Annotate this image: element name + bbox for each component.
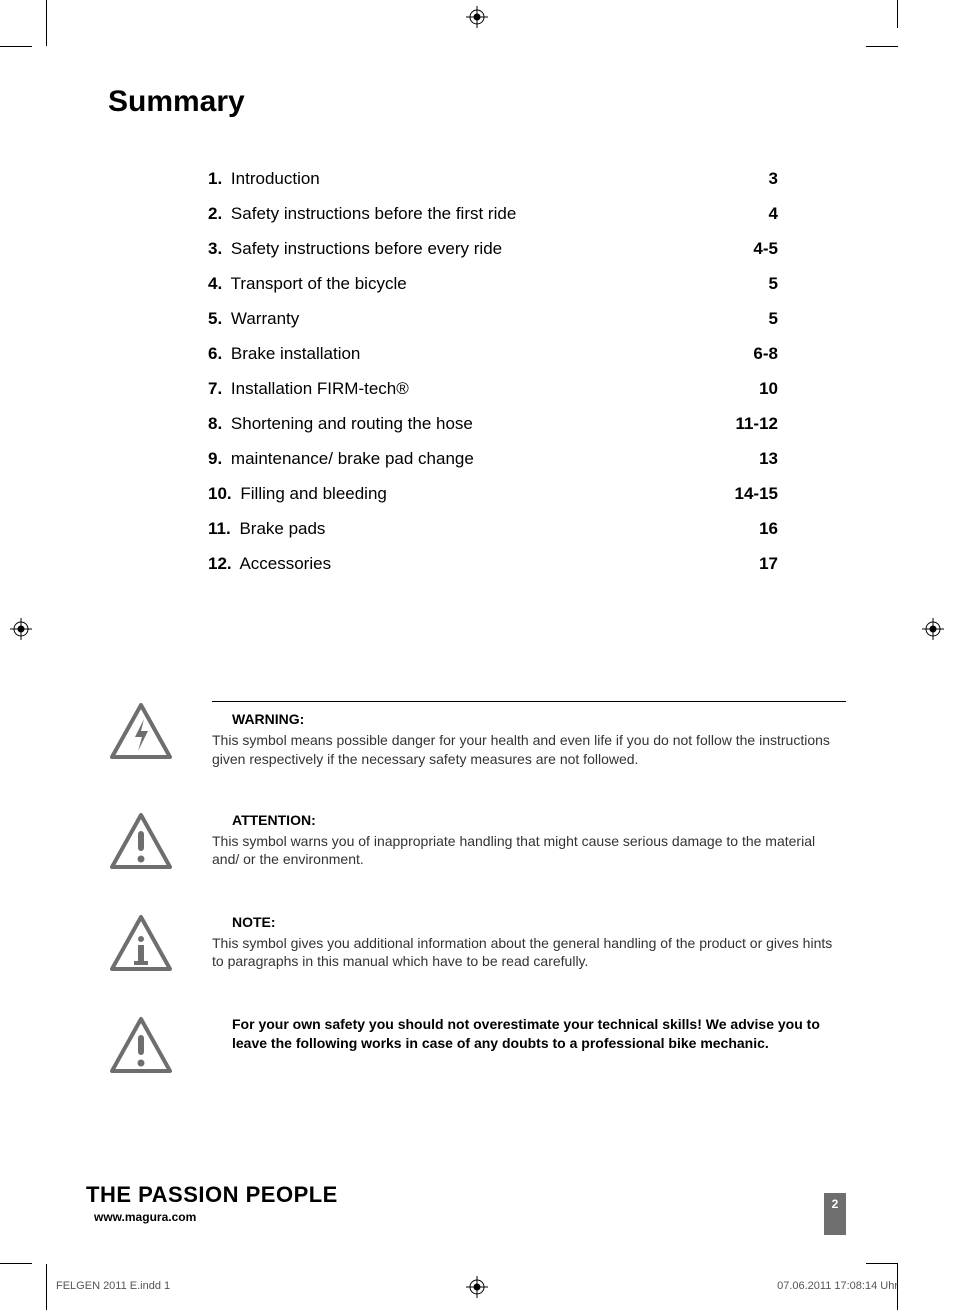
toc-number: 1. (208, 169, 222, 188)
toc-label: Safety instructions before the first rid… (231, 204, 516, 223)
toc-label: Installation FIRM-tech® (231, 379, 409, 398)
toc-number: 6. (208, 344, 222, 363)
toc-row: 7. Installation FIRM-tech® 10 (208, 371, 778, 406)
toc-number: 7. (208, 379, 222, 398)
attention-exclamation-icon (108, 811, 174, 871)
toc-label: Brake installation (231, 344, 360, 363)
toc-row: 10. Filling and bleeding 14-15 (208, 476, 778, 511)
page-number-value: 2 (832, 1197, 839, 1211)
toc-page: 5 (769, 275, 778, 292)
legend-advice: For your own safety you should not overe… (232, 1015, 846, 1053)
toc-page: 4-5 (753, 240, 778, 257)
crop-mark (0, 46, 32, 47)
toc-row: 11. Brake pads 16 (208, 511, 778, 546)
legend-row-attention: ATTENTION: This symbol warns you of inap… (108, 811, 846, 871)
toc-row: 9. maintenance/ brake pad change 13 (208, 441, 778, 476)
legend-body: This symbol means possible danger for yo… (212, 731, 846, 769)
legend-heading: ATTENTION: (232, 811, 846, 830)
legend-row-note: NOTE: This symbol gives you additional i… (108, 913, 846, 973)
toc-page: 3 (769, 170, 778, 187)
brand-url: www.magura.com (94, 1210, 338, 1224)
toc-page: 5 (769, 310, 778, 327)
toc-page: 14-15 (735, 485, 778, 502)
toc-number: 9. (208, 449, 222, 468)
toc-number: 5. (208, 309, 222, 328)
page-number: 2 (824, 1193, 846, 1235)
toc-label: Transport of the bicycle (231, 274, 407, 293)
toc-row: 5. Warranty 5 (208, 301, 778, 336)
brand-tagline: THE PASSION PEOPLE (86, 1182, 338, 1208)
toc-label: Brake pads (239, 519, 325, 538)
registration-mark-icon (10, 618, 32, 640)
toc-page: 16 (759, 520, 778, 537)
toc-number: 11. (208, 519, 231, 538)
toc-row: 4. Transport of the bicycle 5 (208, 266, 778, 301)
toc-page: 10 (759, 380, 778, 397)
legend-row-warning: WARNING: This symbol means possible dang… (108, 701, 846, 769)
attention-exclamation-icon (108, 1015, 174, 1075)
toc-row: 6. Brake installation 6-8 (208, 336, 778, 371)
toc-label: Filling and bleeding (240, 484, 387, 503)
legend-heading: WARNING: (232, 710, 846, 729)
toc-row: 1. Introduction 3 (208, 161, 778, 196)
legend-row-advice: For your own safety you should not overe… (108, 1015, 846, 1075)
toc-number: 4. (208, 274, 222, 293)
legend-body: This symbol warns you of inappropriate h… (212, 832, 846, 870)
crop-mark (866, 1263, 898, 1264)
toc-label: Introduction (231, 169, 320, 188)
legend-heading: NOTE: (232, 913, 846, 932)
toc-page: 11-12 (735, 415, 778, 432)
toc-page: 17 (759, 555, 778, 572)
legend-body: This symbol gives you additional informa… (212, 934, 846, 972)
toc-number: 10. (208, 484, 232, 503)
footer-brand: THE PASSION PEOPLE www.magura.com (86, 1182, 338, 1224)
crop-mark (46, 1264, 47, 1310)
toc-number: 3. (208, 239, 222, 258)
page-title: Summary (108, 85, 846, 119)
crop-mark (0, 1263, 32, 1264)
toc-number: 8. (208, 414, 222, 433)
toc-row: 8. Shortening and routing the hose 11-12 (208, 406, 778, 441)
table-of-contents: 1. Introduction 3 2. Safety instructions… (208, 161, 778, 581)
info-icon (108, 913, 174, 973)
toc-label: Warranty (231, 309, 299, 328)
toc-page: 13 (759, 450, 778, 467)
toc-number: 2. (208, 204, 222, 223)
toc-number: 12. (208, 554, 232, 573)
symbol-legend: WARNING: This symbol means possible dang… (108, 701, 846, 1075)
print-footer: FELGEN 2011 E.indd 1 07.06.2011 17:08:14… (56, 1280, 898, 1292)
toc-label: Shortening and routing the hose (231, 414, 473, 433)
toc-label: maintenance/ brake pad change (231, 449, 474, 468)
toc-row: 12. Accessories 17 (208, 546, 778, 581)
crop-mark (866, 46, 898, 47)
warning-bolt-icon (108, 701, 174, 761)
registration-mark-icon (922, 618, 944, 640)
toc-label: Accessories (239, 554, 331, 573)
toc-page: 6-8 (753, 345, 778, 362)
toc-label: Safety instructions before every ride (231, 239, 502, 258)
registration-mark-icon (466, 6, 488, 28)
print-timestamp: 07.06.2011 17:08:14 Uhr (777, 1280, 898, 1292)
toc-page: 4 (769, 205, 778, 222)
crop-mark (897, 0, 898, 28)
crop-mark (46, 0, 47, 46)
toc-row: 3. Safety instructions before every ride… (208, 231, 778, 266)
toc-row: 2. Safety instructions before the first … (208, 196, 778, 231)
print-file-name: FELGEN 2011 E.indd 1 (56, 1280, 170, 1292)
